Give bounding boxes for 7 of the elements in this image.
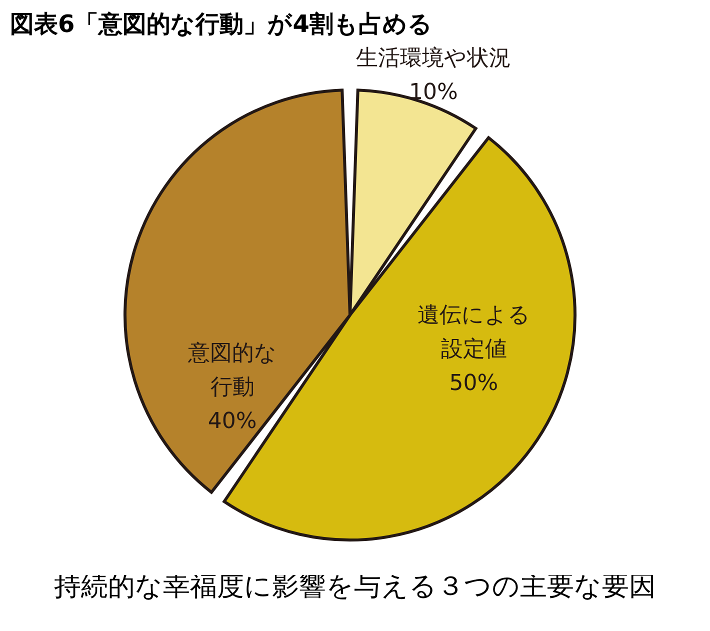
slice-label: 意図的な行動: [186, 341, 277, 400]
slice-label: 生活環境や状況: [356, 46, 511, 72]
data-label: 40%: [208, 409, 257, 434]
chart-title: 図表6「意図的な行動」が4割も占める: [9, 9, 434, 40]
data-label: 50%: [449, 371, 498, 396]
slice-label: 遺伝による設定値: [417, 303, 530, 362]
data-label: 10%: [408, 80, 458, 106]
